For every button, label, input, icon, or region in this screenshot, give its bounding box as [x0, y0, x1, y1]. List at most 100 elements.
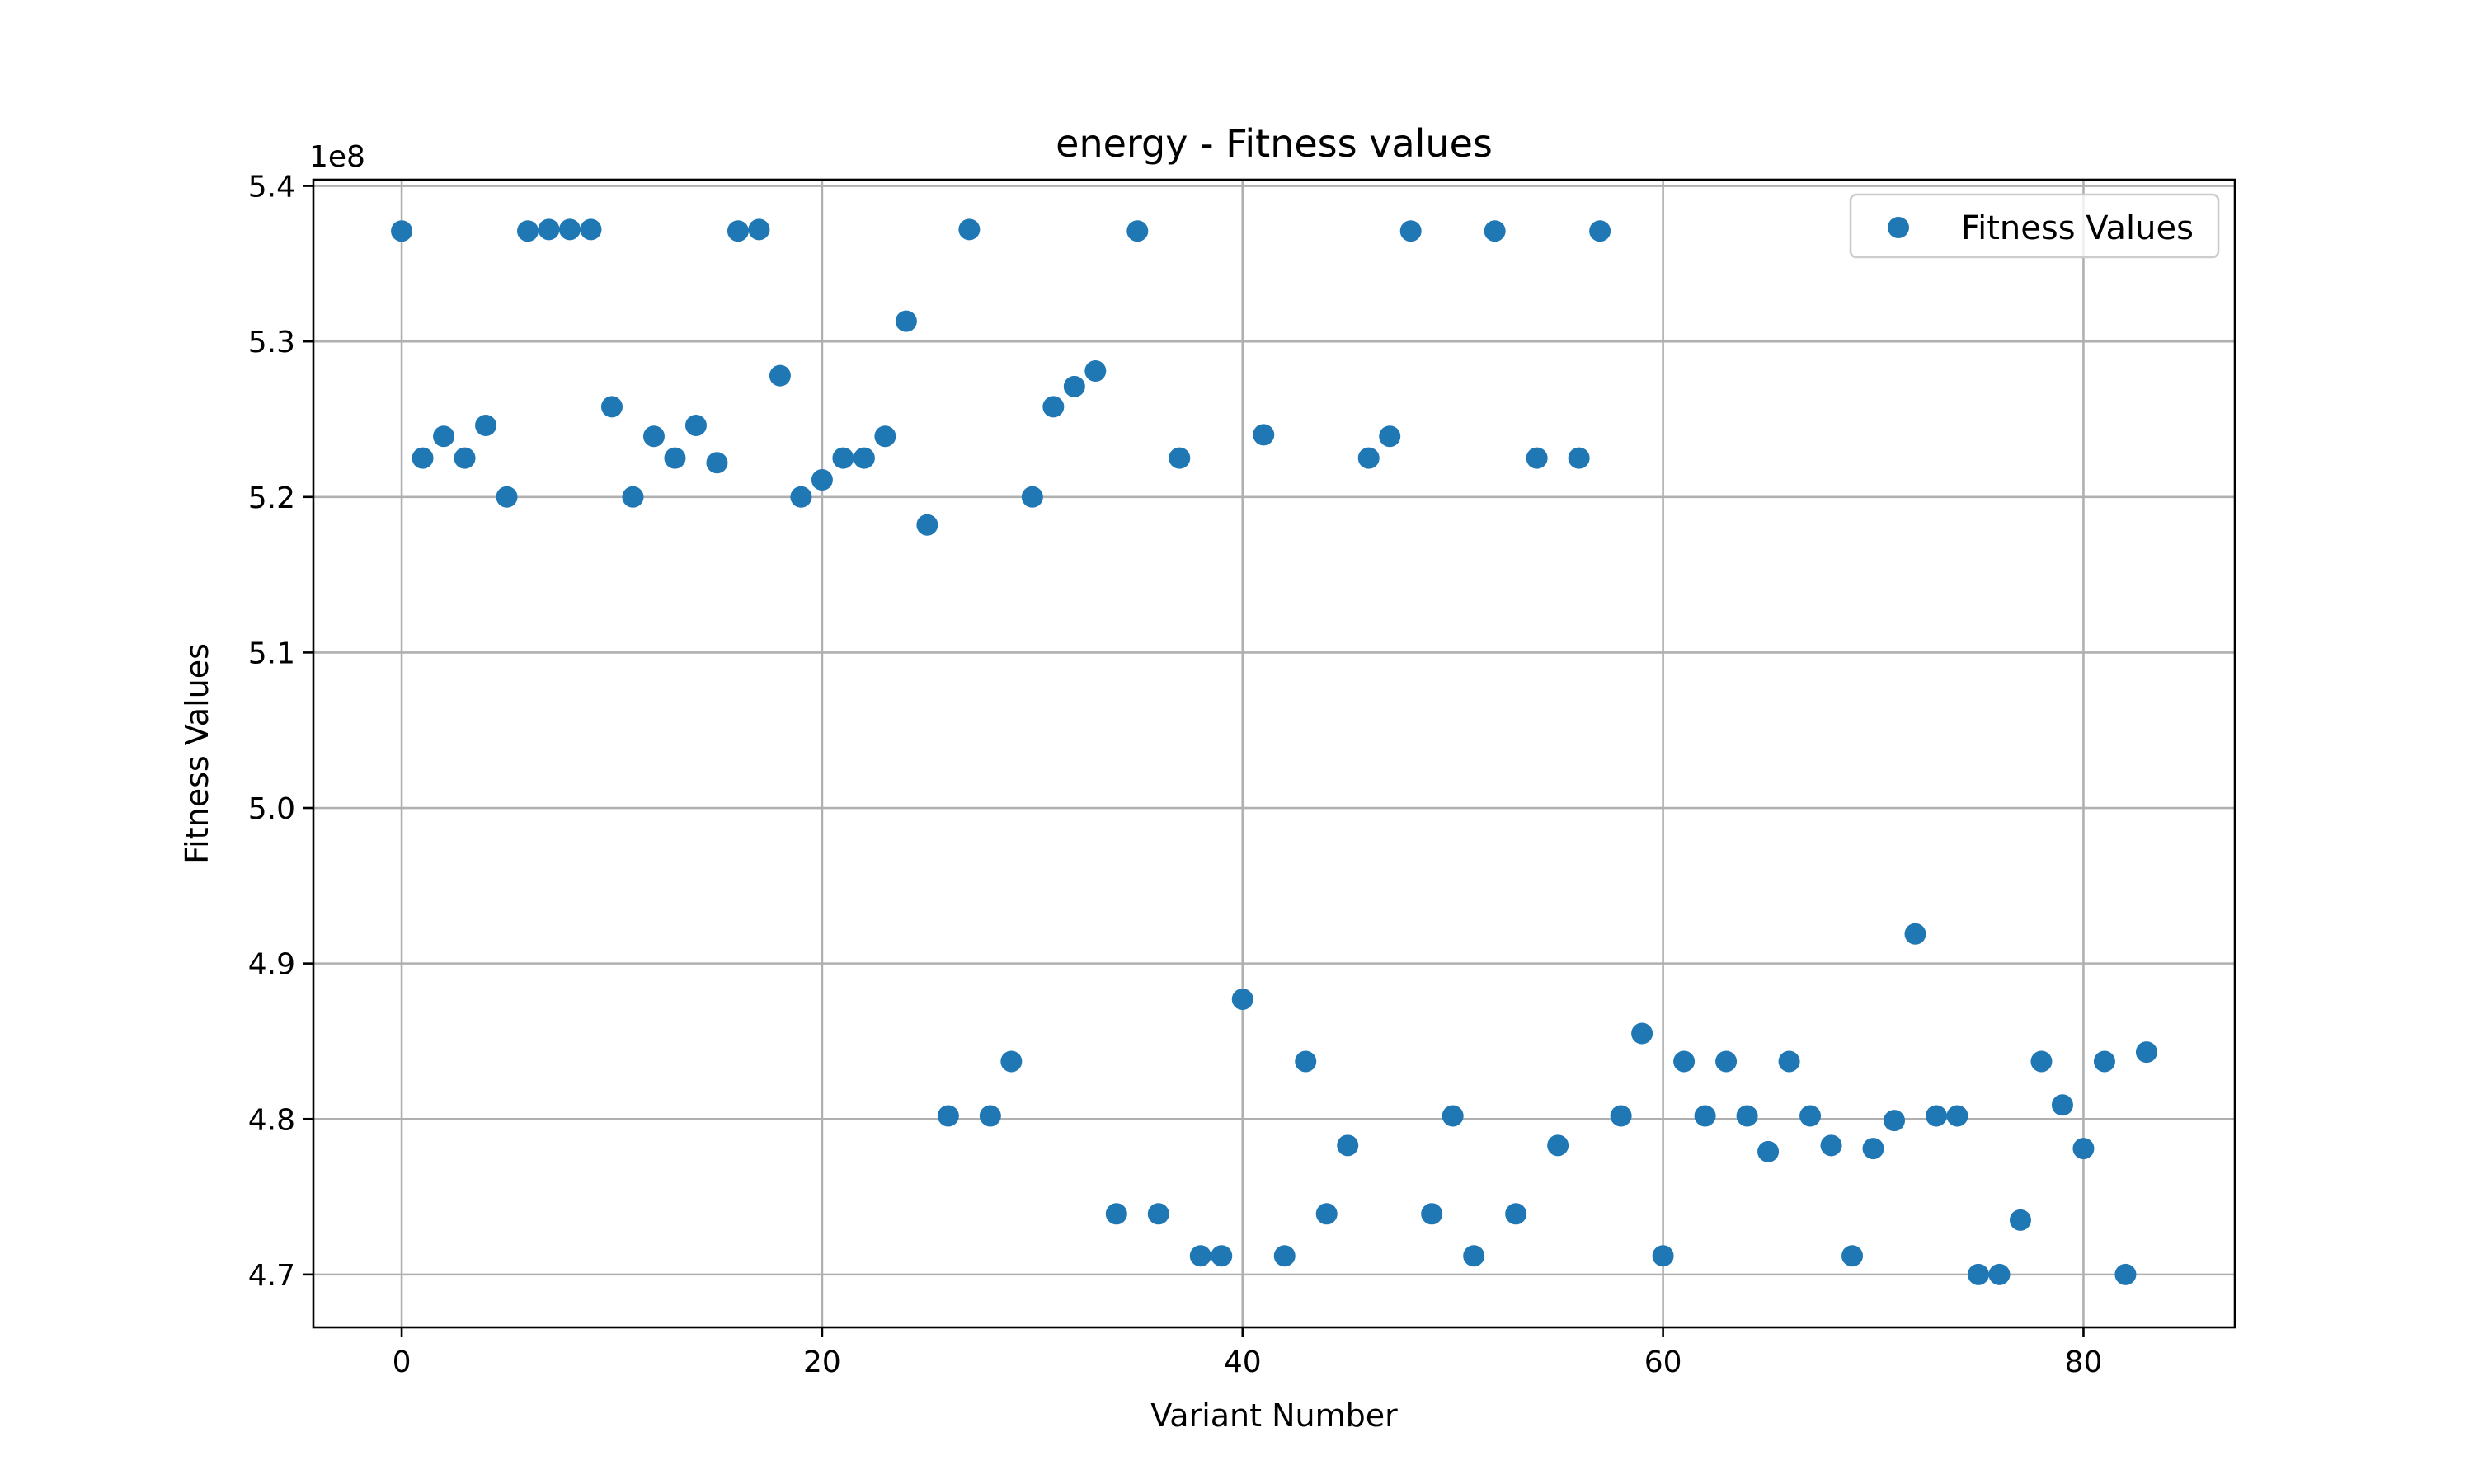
plot-frame: [312, 178, 2236, 1329]
data-point: [2093, 1050, 2115, 1073]
data-point: [1988, 1263, 2011, 1285]
data-point: [769, 364, 791, 387]
x-tick-label: 20: [803, 1345, 841, 1379]
data-point: [1463, 1245, 1485, 1267]
data-point: [853, 447, 875, 469]
data-point: [1379, 425, 1401, 448]
x-axis-label: Variant Number: [1150, 1397, 1398, 1434]
data-point: [2030, 1050, 2053, 1073]
x-axis-ticks: 0 20 40 60 80: [393, 1327, 2103, 1379]
data-point: [496, 486, 518, 508]
legend-box: [1849, 193, 2220, 259]
data-point: [1084, 360, 1107, 382]
data-point: [1946, 1105, 1968, 1127]
data-point: [600, 396, 623, 418]
data-point: [559, 218, 581, 241]
data-point: [748, 218, 770, 241]
data-point: [1105, 1203, 1127, 1225]
data-point: [1967, 1263, 1989, 1285]
data-point: [790, 486, 812, 508]
data-point: [664, 447, 686, 469]
data-point: [517, 220, 539, 242]
data-point: [454, 447, 476, 469]
y-tick-label: 4.8: [248, 1103, 295, 1137]
data-point: [1211, 1245, 1233, 1267]
data-point: [1610, 1105, 1632, 1127]
data-point: [1926, 1105, 1948, 1127]
data-point: [706, 452, 728, 474]
data-point: [1652, 1245, 1674, 1267]
data-point: [2135, 1041, 2157, 1064]
x-tick-label: 80: [2065, 1345, 2103, 1379]
y-tick-label: 5.2: [248, 481, 295, 515]
data-point: [1778, 1050, 1800, 1073]
data-point: [433, 425, 455, 448]
data-point: [1484, 220, 1506, 242]
data-point: [1000, 1050, 1023, 1073]
legend-label: Fitness Values: [1961, 209, 2194, 247]
data-point: [538, 218, 560, 241]
grid-lines: [313, 180, 2235, 1327]
data-point: [1231, 989, 1253, 1011]
data-point: [1862, 1138, 1884, 1160]
data-point: [1442, 1105, 1464, 1127]
data-point: [1799, 1105, 1822, 1127]
data-point: [1063, 375, 1085, 397]
data-point: [727, 220, 749, 242]
data-point: [1273, 1245, 1296, 1267]
data-point: [1757, 1140, 1780, 1162]
data-point: [1904, 923, 1926, 945]
data-point: [622, 486, 644, 508]
data-point: [1884, 1110, 1906, 1132]
data-point: [1673, 1050, 1696, 1073]
x-tick-label: 60: [1644, 1345, 1682, 1379]
y-axis-ticks: 4.7 4.8 4.9 5.0 5.1 5.2 5.3 5.4: [248, 171, 313, 1293]
data-point: [1736, 1105, 1758, 1127]
data-point: [958, 218, 981, 241]
y-tick-label: 4.9: [248, 948, 295, 982]
y-tick-label: 5.4: [248, 171, 295, 204]
data-point: [1021, 486, 1043, 508]
data-point: [1421, 1203, 1443, 1225]
data-point: [642, 425, 665, 448]
data-point: [2114, 1263, 2137, 1285]
y-axis-label: Fitness Values: [179, 643, 215, 864]
data-point: [2009, 1209, 2031, 1231]
data-point: [1337, 1134, 1359, 1157]
data-point: [1526, 447, 1548, 469]
data-point: [979, 1105, 1001, 1127]
legend: Fitness Values: [1849, 193, 2220, 259]
data-point: [832, 447, 854, 469]
y-tick-label: 5.0: [248, 792, 295, 826]
data-point: [1694, 1105, 1716, 1127]
data-point: [580, 218, 602, 241]
chart-title: energy - Fitness values: [1056, 121, 1493, 166]
y-axis-offset-label: 1e8: [309, 140, 365, 174]
data-point: [1357, 447, 1380, 469]
data-point: [1631, 1022, 1653, 1045]
data-point: [1169, 447, 1191, 469]
data-point: [1042, 396, 1065, 418]
data-point: [1820, 1134, 1842, 1157]
data-point: [1295, 1050, 1317, 1073]
data-point: [1126, 220, 1149, 242]
data-point: [895, 310, 917, 332]
y-tick-label: 5.3: [248, 326, 295, 359]
legend-marker: [1888, 217, 1909, 238]
data-point: [1841, 1245, 1864, 1267]
data-point: [811, 469, 833, 491]
data-point: [1568, 447, 1590, 469]
data-point: [1589, 220, 1611, 242]
data-point: [1253, 424, 1275, 446]
data-point: [1505, 1203, 1527, 1225]
data-point: [2072, 1138, 2095, 1160]
data-point: [391, 220, 413, 242]
data-point: [874, 425, 896, 448]
data-point: [937, 1105, 959, 1127]
data-point: [916, 514, 938, 536]
data-point: [1547, 1134, 1569, 1157]
data-point: [1315, 1203, 1338, 1225]
data-point: [1147, 1203, 1169, 1225]
x-tick-label: 40: [1224, 1345, 1262, 1379]
